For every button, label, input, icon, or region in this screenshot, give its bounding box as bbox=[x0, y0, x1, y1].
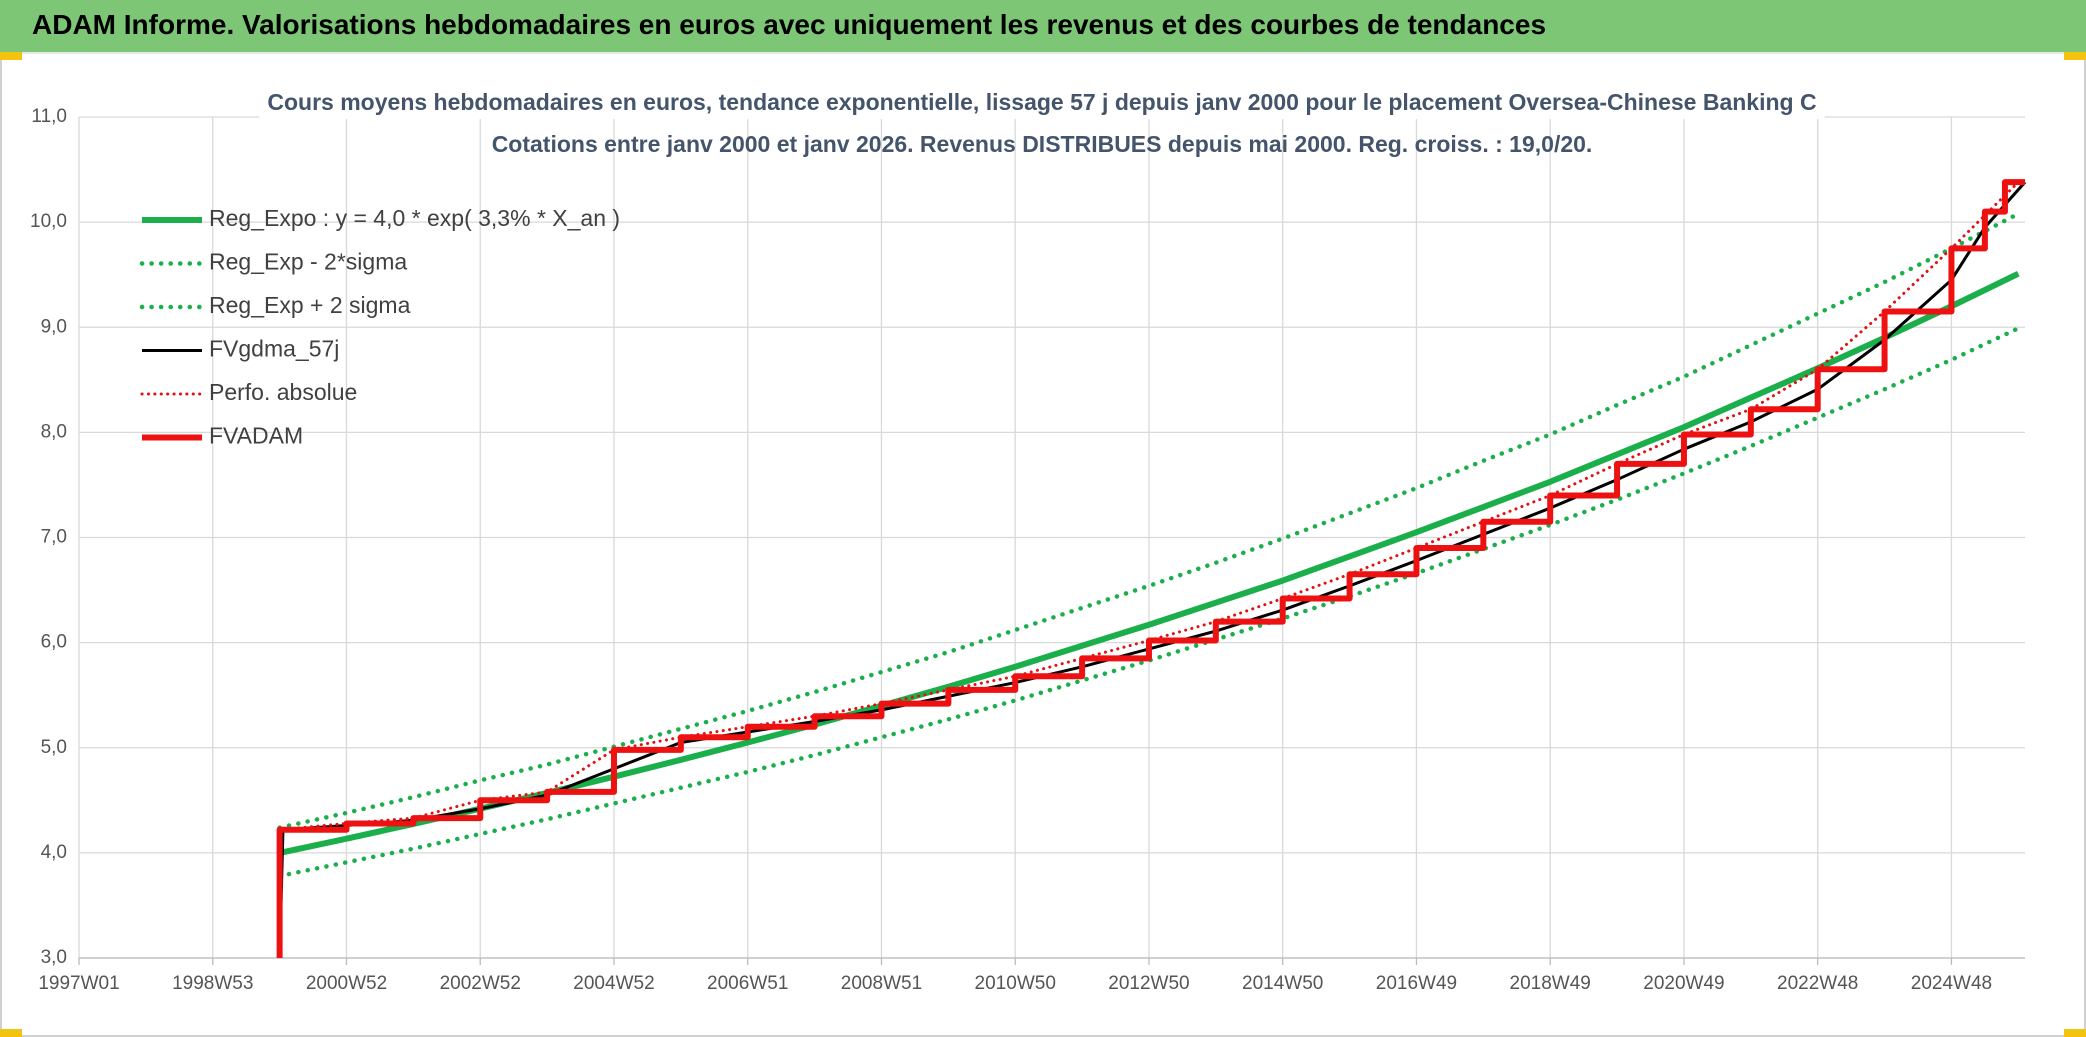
y-tick-label: 6,0 bbox=[41, 632, 67, 653]
y-tick-label: 4,0 bbox=[41, 842, 67, 863]
x-tick-label: 2020W49 bbox=[1643, 973, 1724, 994]
y-tick-label: 11,0 bbox=[31, 106, 67, 127]
corner-marker bbox=[0, 52, 22, 60]
corner-marker bbox=[0, 1029, 22, 1037]
y-tick-label: 9,0 bbox=[41, 316, 67, 337]
chart-subtitle: Cotations entre janv 2000 et janv 2026. … bbox=[492, 131, 1593, 157]
chart-title: Cours moyens hebdomadaires en euros, ten… bbox=[267, 89, 1816, 115]
series-line bbox=[278, 181, 2027, 959]
x-tick-label: 2018W49 bbox=[1510, 973, 1591, 994]
legend-label: Reg_Expo : y = 4,0 * exp( 3,3% * X_an ) bbox=[209, 205, 620, 231]
legend-label: Reg_Exp + 2 sigma bbox=[209, 292, 411, 318]
x-tick-label: 2022W48 bbox=[1777, 973, 1858, 994]
y-tick-label: 5,0 bbox=[41, 737, 67, 758]
y-tick-label: 7,0 bbox=[41, 527, 67, 548]
x-tick-label: 2016W49 bbox=[1376, 973, 1457, 994]
header-title: ADAM Informe. Valorisations hebdomadaire… bbox=[32, 9, 1547, 40]
series-line bbox=[276, 179, 2025, 958]
x-tick-label: 2000W52 bbox=[306, 973, 387, 994]
x-tick-label: 2024W48 bbox=[1911, 973, 1992, 994]
legend-label: FVADAM bbox=[209, 423, 303, 449]
y-tick-label: 10,0 bbox=[30, 211, 67, 232]
corner-marker bbox=[2064, 52, 2086, 60]
x-tick-label: 2004W52 bbox=[573, 973, 654, 994]
x-tick-label: 2006W51 bbox=[707, 973, 788, 994]
x-tick-label: 2010W50 bbox=[975, 973, 1056, 994]
x-tick-label: 1998W53 bbox=[172, 973, 253, 994]
x-tick-label: 1997W01 bbox=[38, 973, 119, 994]
x-tick-label: 2012W50 bbox=[1108, 973, 1189, 994]
chart: 3,0 4,0 5,0 6,0 7,0 8,0 9,0 10,0 11,0 1997W01 1998… bbox=[30, 85, 2027, 994]
x-tick-label: 2014W50 bbox=[1242, 973, 1323, 994]
x-tick-label: 2008W51 bbox=[841, 973, 922, 994]
x-tick-label: 2002W52 bbox=[440, 973, 521, 994]
series-line bbox=[277, 211, 2021, 830]
header: ADAM Informe. Valorisations hebdomadaire… bbox=[0, 0, 2086, 54]
title-background bbox=[259, 85, 1825, 120]
legend-label: Reg_Exp - 2*sigma bbox=[209, 249, 407, 275]
y-tick-label: 3,0 bbox=[41, 947, 67, 968]
legend-label: FVgdma_57j bbox=[209, 336, 339, 362]
legend-label: Perfo. absolue bbox=[209, 379, 357, 405]
y-tick-label: 8,0 bbox=[41, 421, 67, 442]
corner-marker bbox=[2064, 1029, 2086, 1037]
